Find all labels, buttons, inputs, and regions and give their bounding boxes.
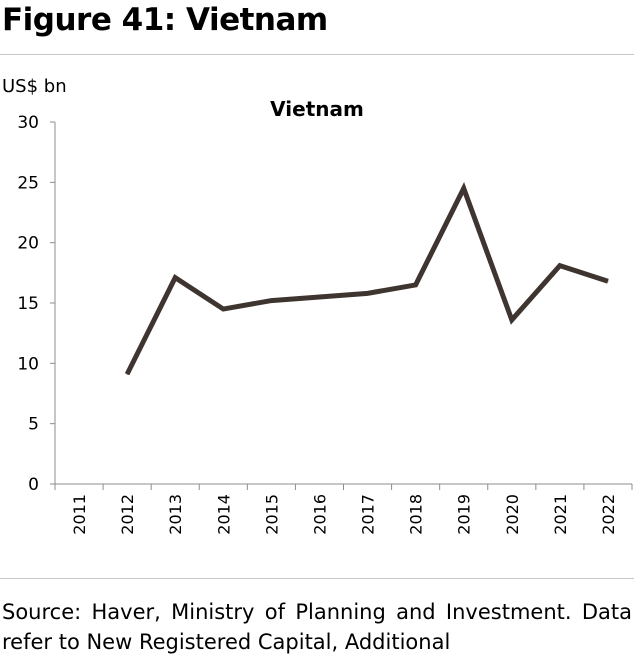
x-tick-label: 2022 [599, 494, 618, 535]
y-tick-label: 15 [17, 294, 39, 314]
data-point [415, 284, 417, 286]
x-tick-label: 2015 [262, 494, 281, 535]
source-note: Source: Haver, Ministry of Planning and … [2, 600, 632, 654]
y-tick-label: 5 [28, 415, 39, 435]
figure-title: Figure 41: Vietnam [2, 2, 328, 38]
y-tick-label: 30 [17, 113, 39, 133]
x-tick-label: 2011 [70, 494, 89, 535]
data-point [270, 300, 272, 302]
x-tick-label: 2021 [551, 494, 570, 535]
y-tick-label: 10 [17, 354, 39, 374]
x-tick-label: 2012 [118, 494, 137, 535]
x-tick-label: 2016 [310, 494, 329, 535]
x-tick-label: 2019 [455, 494, 474, 535]
data-point [318, 296, 320, 298]
top-divider [0, 54, 634, 55]
x-tick-label: 2018 [407, 494, 426, 535]
y-tick-label: 0 [28, 475, 39, 495]
x-tick-label: 2014 [214, 494, 233, 535]
data-point [367, 292, 369, 294]
data-point [126, 373, 128, 375]
y-tick-label: 25 [17, 173, 39, 193]
x-tick-label: 2013 [166, 494, 185, 535]
data-point [463, 187, 465, 189]
x-tick-label: 2020 [503, 494, 522, 535]
chart-title: Vietnam [270, 97, 364, 121]
data-point [607, 280, 609, 282]
data-point [222, 308, 224, 310]
series-line [124, 182, 609, 376]
data-point [174, 277, 176, 279]
data-point [559, 265, 561, 267]
line-chart: Vietnam 0 5 10 15 20 25 30 2011 2012 2013 2014 2015 2… [17, 97, 633, 535]
bottom-divider [0, 578, 634, 579]
x-tick-label: 2017 [359, 494, 378, 535]
data-point [511, 319, 513, 321]
y-axis-unit-label: US$ bn [2, 76, 67, 97]
y-tick-label: 20 [17, 234, 39, 254]
chart-area: Vietnam 0 5 10 15 20 25 30 2011 2012 2013 2014 2015 2… [0, 56, 642, 576]
